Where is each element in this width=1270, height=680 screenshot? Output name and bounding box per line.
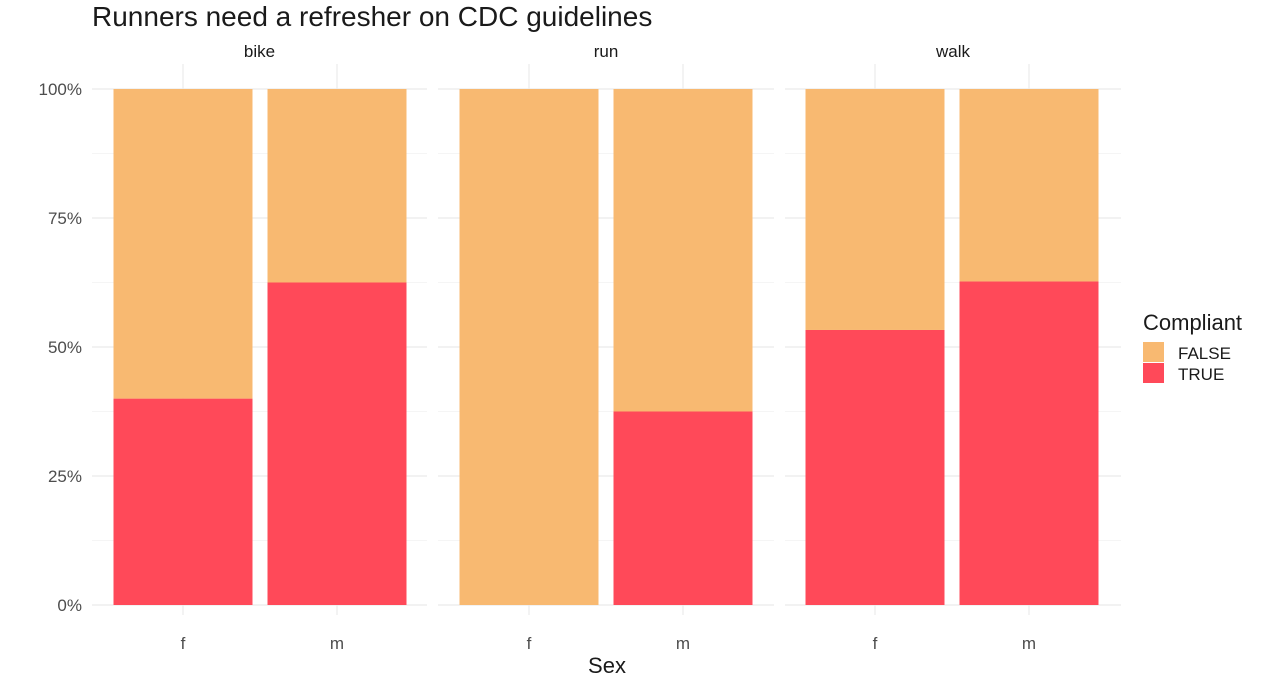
chart-title: Runners need a refresher on CDC guidelin… [92, 1, 652, 32]
y-tick-label: 50% [48, 338, 82, 357]
legend-label-false: FALSE [1178, 344, 1231, 363]
y-tick-label: 25% [48, 467, 82, 486]
legend-key-true [1143, 363, 1164, 383]
x-tick-label: f [873, 634, 878, 653]
x-tick-label: f [181, 634, 186, 653]
y-tick-label: 100% [39, 80, 82, 99]
bar-run-m-false [613, 89, 753, 412]
bar-run-m-true [613, 411, 753, 605]
y-tick-label: 0% [57, 596, 82, 615]
legend-key-false [1143, 342, 1164, 362]
x-tick-label: m [1022, 634, 1036, 653]
facet-label-bike: bike [244, 42, 275, 61]
bar-walk-m-false [959, 89, 1099, 282]
legend-label-true: TRUE [1178, 365, 1224, 384]
bar-run-f-false [459, 89, 599, 605]
label-layer: bike f m run f m walk f m 0% 25% 50% 75% 100% FALSE TRU… [39, 42, 1231, 653]
bar-walk-f-true [805, 329, 945, 605]
bar-bike-f-true [113, 398, 253, 605]
bar-bike-m-true [267, 282, 407, 605]
bar-bike-m-false [267, 89, 407, 283]
bar-layer [113, 89, 1099, 605]
x-tick-label: m [330, 634, 344, 653]
bar-walk-f-false [805, 89, 945, 330]
x-tick-label: f [527, 634, 532, 653]
y-tick-label: 75% [48, 209, 82, 228]
bar-walk-m-true [959, 281, 1099, 605]
bar-bike-f-false [113, 89, 253, 399]
facet-label-run: run [594, 42, 619, 61]
x-tick-label: m [676, 634, 690, 653]
facet-label-walk: walk [935, 42, 971, 61]
legend-title: Compliant [1143, 310, 1242, 335]
x-axis-title: Sex [588, 653, 626, 678]
